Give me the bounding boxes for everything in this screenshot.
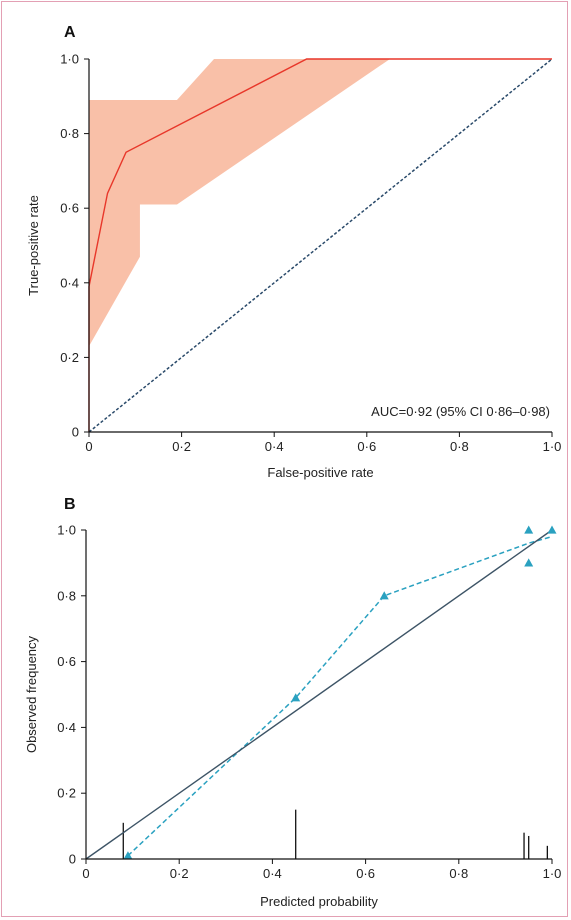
y-tick-label: 0·2 xyxy=(60,350,79,365)
y-tick-label: 0 xyxy=(69,852,76,867)
data-point-triangle xyxy=(547,525,557,534)
data-point-triangle xyxy=(123,851,133,860)
y-tick-label: 0·2 xyxy=(57,786,76,801)
auc-annotation: AUC=0·92 (95% CI 0·86–0·98) xyxy=(371,404,550,419)
x-tick-label: 0·6 xyxy=(357,439,376,454)
perfect-calibration-line xyxy=(85,529,553,860)
y-tick-label: 0·8 xyxy=(57,588,76,603)
x-axis-title: Predicted probability xyxy=(260,894,378,909)
data-point-triangle xyxy=(524,525,534,534)
y-axis-title: Observed frequency xyxy=(24,635,39,753)
y-axis-title: True-positive rate xyxy=(26,195,41,296)
smoothed-fit-line xyxy=(127,535,553,857)
x-tick-label: 0·4 xyxy=(265,439,284,454)
panel-b: B 0 0·2 0·4 0·6 0·8 1·0 0 0·2 0·4 0·6 0·8 1·0 Predict… xyxy=(24,496,561,909)
panel-label: B xyxy=(64,496,76,513)
x-axis-title: False-positive rate xyxy=(267,465,373,480)
data-point-triangle xyxy=(291,693,301,702)
x-tick-label: 0·4 xyxy=(263,866,282,881)
panel-a: A 0 0·2 0·4 0·6 0·8 1·0 0 0·2 0·4 0·6 0·8 1·0 False-p… xyxy=(26,24,561,480)
x-tick-label: 0·8 xyxy=(450,439,469,454)
y-tick-label: 0 xyxy=(72,425,79,440)
data-point-triangle xyxy=(379,591,389,600)
data-point-triangle xyxy=(524,558,534,567)
y-tick-label: 0·6 xyxy=(60,201,79,216)
confidence-band xyxy=(89,59,552,347)
reference-diagonal-line xyxy=(88,58,553,433)
x-tick-label: 0 xyxy=(82,866,89,881)
x-tick-label: 1·0 xyxy=(543,439,562,454)
y-tick-label: 0·6 xyxy=(57,654,76,669)
y-tick-label: 1·0 xyxy=(60,52,79,67)
y-tick-label: 0·4 xyxy=(60,275,79,290)
x-tick-label: 0·2 xyxy=(172,439,191,454)
x-tick-label: 1·0 xyxy=(543,866,562,881)
panel-label: A xyxy=(64,24,76,41)
x-tick-label: 0·6 xyxy=(356,866,375,881)
x-tick-label: 0·8 xyxy=(449,866,468,881)
x-tick-label: 0 xyxy=(85,439,92,454)
x-tick-label: 0·2 xyxy=(170,866,189,881)
y-tick-label: 0·4 xyxy=(57,720,76,735)
y-tick-label: 0·8 xyxy=(60,126,79,141)
y-tick-label: 1·0 xyxy=(57,523,76,538)
